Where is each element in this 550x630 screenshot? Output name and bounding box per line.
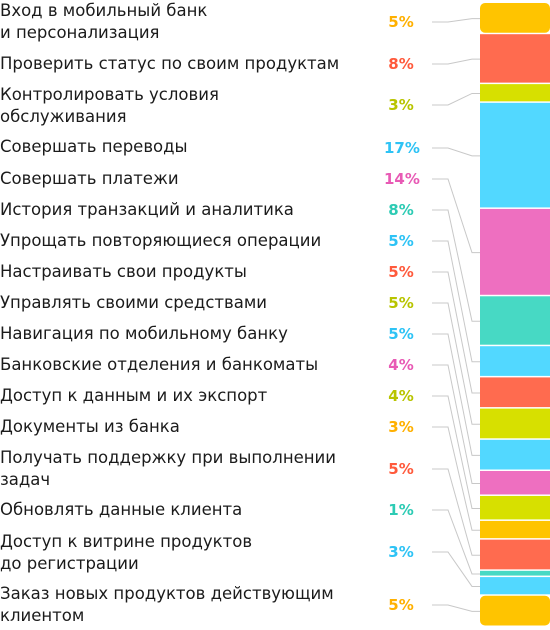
connector-line <box>432 509 480 575</box>
bar-segment <box>480 471 550 495</box>
connector-line <box>432 271 480 394</box>
category-label: Заказ новых продуктов действующим клиент… <box>0 584 334 625</box>
percent-label: 1% <box>388 501 414 519</box>
bar-segment <box>480 595 550 626</box>
bar-segment <box>480 495 550 520</box>
bar-segment <box>480 570 550 576</box>
bar-segment <box>480 577 550 595</box>
connector-line <box>432 468 480 556</box>
connector-line <box>432 18 480 23</box>
percent-label: 5% <box>388 13 414 31</box>
category-label: История транзакций и аналитика <box>0 200 294 219</box>
bar-segment <box>480 346 550 376</box>
percent-label: 5% <box>388 263 414 281</box>
percent-label: 3% <box>388 96 414 114</box>
category-label: Упрощать повторяющиеся операции <box>0 231 322 250</box>
category-label: Совершать переводы <box>0 137 188 156</box>
bar-segment <box>480 377 550 408</box>
percent-label: 8% <box>388 55 414 73</box>
percent-label: 14% <box>384 170 420 188</box>
percent-label: 4% <box>388 356 414 374</box>
percent-label: 8% <box>388 201 414 219</box>
connector-line <box>432 147 480 157</box>
bar-segment <box>480 439 550 470</box>
bar-segment <box>480 3 550 33</box>
connector-line <box>432 240 480 363</box>
percent-label: 5% <box>388 460 414 478</box>
percent-label: 5% <box>388 596 414 614</box>
connector-line <box>432 209 480 322</box>
stacked-bar <box>480 3 550 626</box>
category-label: Доступ к витрине продуктов до регистраци… <box>0 532 253 573</box>
category-label: Контролировать условия обслуживания <box>0 85 219 126</box>
percent-label: 5% <box>388 232 414 250</box>
bar-segment <box>480 408 550 439</box>
connector-line <box>432 395 480 509</box>
connector-line <box>432 604 480 612</box>
connector-line <box>432 551 480 587</box>
category-label: Совершать платежи <box>0 169 179 188</box>
category-label: Вход в мобильный банк и персонализация <box>0 1 208 42</box>
category-label: Навигация по мобильному банку <box>0 324 288 343</box>
category-label: Банковские отделения и банкоматы <box>0 355 319 374</box>
category-label: Проверить статус по своим продуктам <box>0 54 340 73</box>
bar-segment <box>480 539 550 570</box>
category-label: Управлять своими средствами <box>0 293 268 312</box>
percent-label: 3% <box>388 543 414 561</box>
category-label: Получать поддержку при выполнении задач <box>0 448 337 489</box>
bar-segment <box>480 102 550 208</box>
percent-label: 17% <box>384 139 420 157</box>
bar-segment <box>480 208 550 295</box>
percent-label: 5% <box>388 325 414 343</box>
connector-lines <box>432 18 480 612</box>
percent-label: 5% <box>388 294 414 312</box>
connector-line <box>432 426 480 531</box>
category-label: Документы из банка <box>0 417 180 436</box>
connector-line <box>432 58 480 65</box>
connector-line <box>432 333 480 456</box>
connector-line <box>432 178 480 254</box>
bar-segment <box>480 296 550 345</box>
category-label: Настраивать свои продукты <box>0 262 247 281</box>
percent-label: 4% <box>388 387 414 405</box>
connector-line <box>432 92 480 106</box>
connector-line <box>432 302 480 425</box>
bar-segment <box>480 520 550 539</box>
category-label: Доступ к данным и их экспорт <box>0 386 268 405</box>
bar-segment <box>480 84 550 102</box>
category-label: Обновлять данные клиента <box>0 500 243 519</box>
percent-label: 3% <box>388 418 414 436</box>
bar-segment <box>480 34 550 83</box>
connector-line <box>432 364 480 484</box>
